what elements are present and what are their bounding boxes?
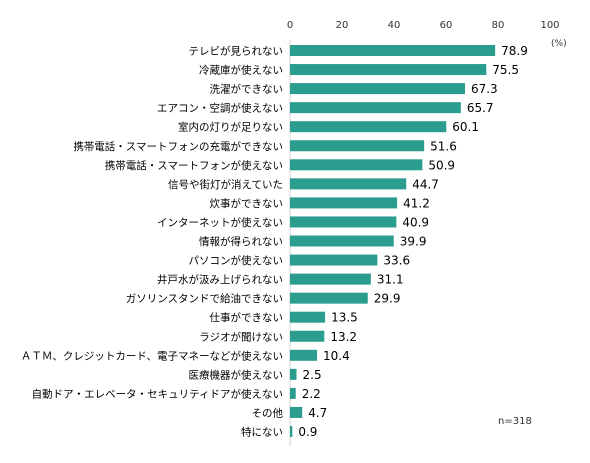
bar xyxy=(290,426,293,437)
x-tick-label: 100 xyxy=(540,20,559,31)
bar xyxy=(290,83,465,95)
category-label: 井戸水が汲み上げられない xyxy=(157,273,283,286)
sample-size-note: n=318 xyxy=(498,416,532,427)
x-axis-ticks: 0 20 40 60 80 100 xyxy=(287,20,560,31)
bar xyxy=(290,197,398,209)
bars-group: テレビが見られない 78.9 冷蔵庫が使えない 75.5 洗濯ができない 67.3 エアコン… xyxy=(21,44,528,439)
value-label: 65.7 xyxy=(467,101,494,115)
value-label: 4.7 xyxy=(308,406,327,420)
value-label: 0.9 xyxy=(298,425,317,439)
category-label: 携帯電話・スマートフォンの充電ができない xyxy=(73,140,283,153)
x-tick-label: 20 xyxy=(336,20,349,31)
category-label: インターネットが使えない xyxy=(157,216,283,229)
bar xyxy=(290,273,371,285)
bar xyxy=(290,330,325,342)
bar xyxy=(290,216,397,228)
value-label: 51.6 xyxy=(430,139,457,153)
category-label: パソコンが使えない xyxy=(189,254,284,267)
value-label: 33.6 xyxy=(383,254,410,268)
value-label: 41.2 xyxy=(403,196,430,210)
value-label: 2.5 xyxy=(303,368,322,382)
category-label: 炊事ができない xyxy=(210,197,284,210)
bar xyxy=(290,368,297,380)
value-label: 13.2 xyxy=(330,330,357,344)
category-label: 自動ドア・エレベータ・セキュリティドアが使えない xyxy=(32,387,283,400)
bar xyxy=(290,311,326,323)
category-label: エアコン・空調が使えない xyxy=(157,102,283,115)
value-label: 67.3 xyxy=(471,82,498,96)
unit-label: (%) xyxy=(551,39,567,49)
value-label: 10.4 xyxy=(323,349,350,363)
category-label: 仕事ができない xyxy=(210,311,284,324)
bar xyxy=(290,292,368,304)
category-label: 冷蔵庫が使えない xyxy=(199,64,283,77)
x-tick-label: 0 xyxy=(287,20,293,31)
bar xyxy=(290,121,447,133)
bar xyxy=(290,159,423,171)
bar xyxy=(290,235,394,247)
value-label: 50.9 xyxy=(428,158,455,172)
bar xyxy=(290,102,461,114)
bar xyxy=(290,64,487,76)
value-label: 60.1 xyxy=(452,120,479,134)
bar xyxy=(290,178,407,190)
bar xyxy=(290,406,303,418)
value-label: 40.9 xyxy=(402,215,429,229)
value-label: 2.2 xyxy=(302,387,321,401)
category-label: ＡＴＭ、クレジットカード、電子マネーなどが使えない xyxy=(21,349,283,362)
bar xyxy=(290,349,318,361)
value-label: 29.9 xyxy=(374,292,401,306)
x-tick-label: 80 xyxy=(492,20,505,31)
value-label: 44.7 xyxy=(412,177,439,191)
bar xyxy=(290,45,496,56)
category-label: 情報が得られない xyxy=(199,235,283,248)
x-tick-label: 60 xyxy=(440,20,453,31)
category-label: 信号や街灯が消えていた xyxy=(168,178,283,191)
bar xyxy=(290,254,378,266)
bar xyxy=(290,387,296,399)
category-label: 洗濯ができない xyxy=(210,83,284,96)
value-label: 39.9 xyxy=(400,235,427,249)
category-label: 医療機器が使えない xyxy=(189,368,284,381)
value-label: 31.1 xyxy=(377,273,404,287)
category-label: 特にない xyxy=(241,427,283,439)
category-label: その他 xyxy=(252,406,284,419)
category-label: 室内の灯りが足りない xyxy=(178,121,283,134)
category-label: 携帯電話・スマートフォンが使えない xyxy=(105,159,283,172)
category-label: テレビが見られない xyxy=(189,45,284,58)
value-label: 75.5 xyxy=(492,63,519,77)
bar xyxy=(290,140,425,152)
x-tick-label: 40 xyxy=(388,20,401,31)
value-label: 78.9 xyxy=(501,44,528,58)
value-label: 13.5 xyxy=(331,311,358,325)
category-label: ラジオが聞けない xyxy=(199,330,283,343)
category-label: ガソリンスタンドで給油できない xyxy=(126,292,283,305)
